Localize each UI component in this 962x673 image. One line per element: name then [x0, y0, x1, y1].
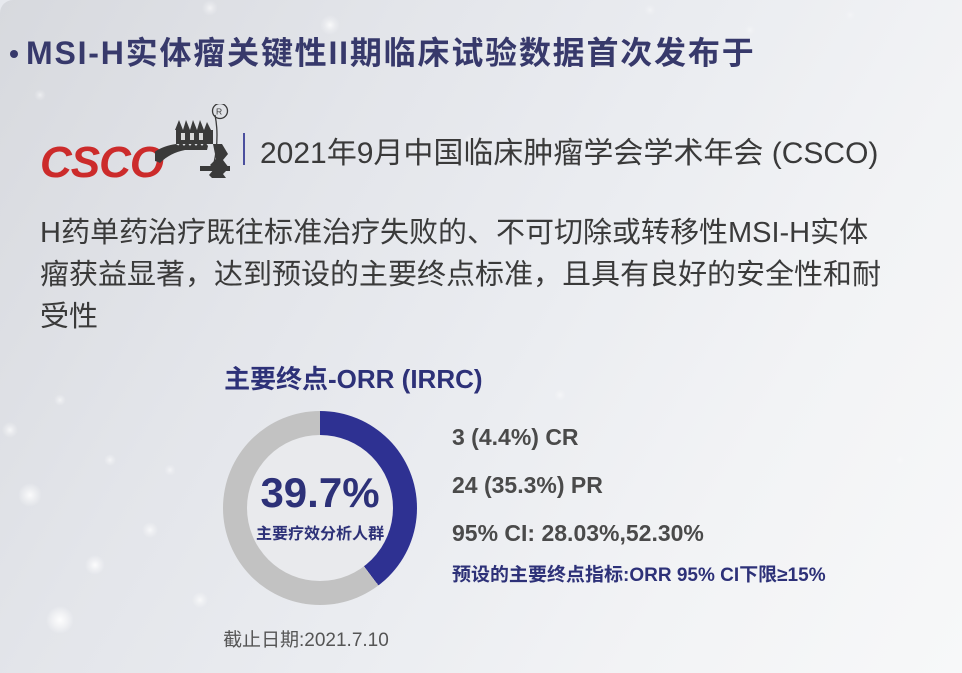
svg-text:R: R — [216, 107, 222, 117]
